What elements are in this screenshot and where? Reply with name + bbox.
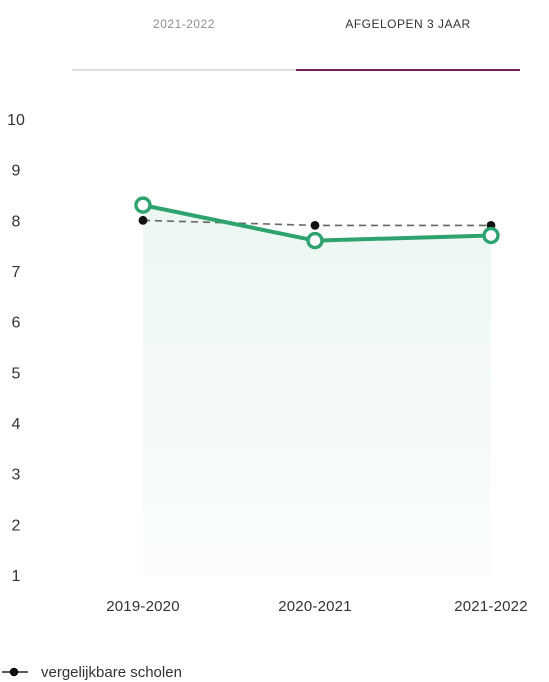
main-data-point <box>482 226 500 245</box>
y-tick-label: 8 <box>12 213 21 230</box>
series-area-fill <box>143 205 491 575</box>
tab-afgelopen-3-jaar[interactable]: AFGELOPEN 3 JAAR <box>296 0 520 72</box>
y-tick-label: 6 <box>12 315 21 332</box>
main-data-point <box>306 231 324 250</box>
y-tick-label: 5 <box>12 365 21 382</box>
y-tick-label: 7 <box>12 264 21 281</box>
tab-2021-2022[interactable]: 2021-2022 <box>72 0 296 72</box>
tab-label-afgelopen-3-jaar: AFGELOPEN 3 JAAR <box>345 17 471 31</box>
comparison-data-point <box>138 215 148 225</box>
y-tick-label: 2 <box>12 517 21 534</box>
period-tabs: 2021-2022 AFGELOPEN 3 JAAR <box>72 0 520 72</box>
tab-underline-afgelopen-3-jaar <box>296 69 520 71</box>
x-tick-label: 2020-2021 <box>278 598 352 615</box>
y-tick-label: 9 <box>12 163 21 180</box>
legend-marker <box>9 667 19 677</box>
x-tick-label: 2019-2020 <box>106 598 180 615</box>
legend-label: vergelijkbare scholen <box>41 664 182 681</box>
tab-underline-2021-2022 <box>72 69 296 71</box>
x-tick-label: 2021-2022 <box>454 598 528 615</box>
y-tick-label: 10 <box>7 112 25 129</box>
y-tick-label: 4 <box>12 416 21 433</box>
tab-label-2021-2022: 2021-2022 <box>153 17 215 31</box>
main-data-point <box>134 196 152 214</box>
comparison-data-point <box>310 221 320 230</box>
y-tick-label: 1 <box>12 568 21 585</box>
y-tick-label: 3 <box>12 467 21 484</box>
